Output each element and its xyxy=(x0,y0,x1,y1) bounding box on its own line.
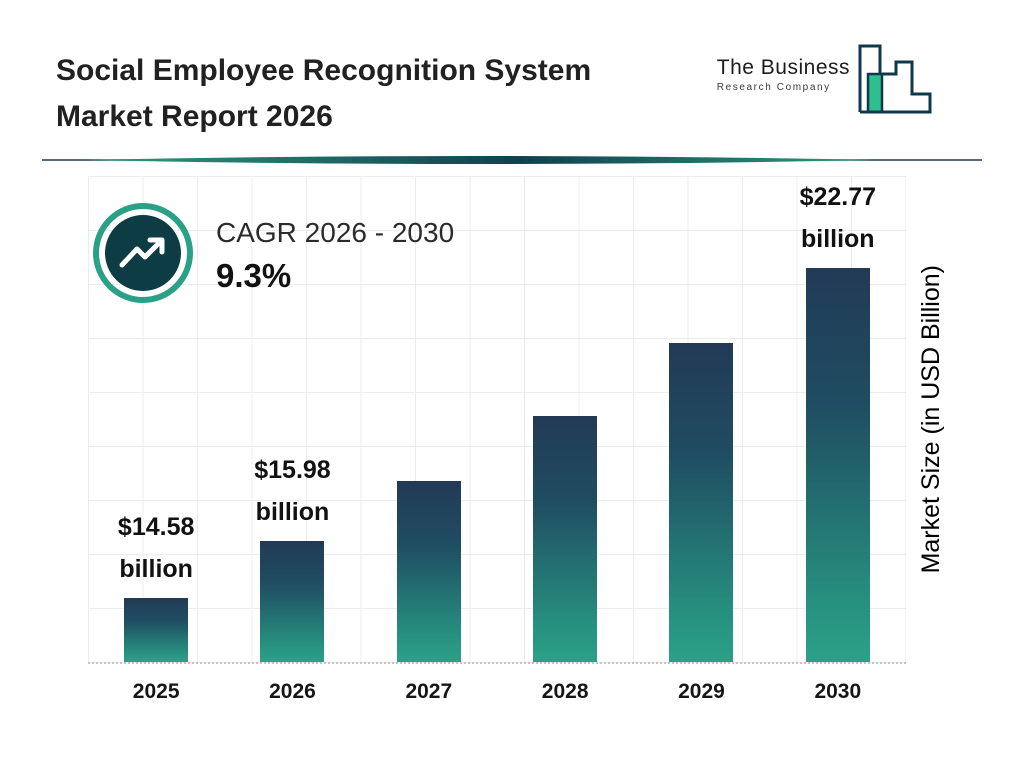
bar-column-2030: $22.77 billion xyxy=(770,176,906,662)
bar-value-label-2025: $14.58 billion xyxy=(117,512,195,583)
cagr-label: CAGR 2026 - 2030 xyxy=(216,216,455,248)
bar-column-2027 xyxy=(361,176,497,662)
x-axis-label-2026: 2026 xyxy=(269,680,316,703)
bar-2030 xyxy=(805,268,870,662)
x-axis-labels: 2025 2026 2027 2028 2029 2030 xyxy=(88,680,906,704)
x-axis-label-2029: 2029 xyxy=(678,680,725,703)
bar-2028 xyxy=(533,415,598,662)
bar-2029 xyxy=(669,343,734,662)
y-axis-label-text: Market Size (in USD Billion) xyxy=(916,264,945,574)
company-subname: Research Company xyxy=(716,82,831,93)
company-logo: The Business Research Company xyxy=(717,38,966,127)
divider xyxy=(0,152,1024,168)
bar-value-label-2030: $22.77 billion xyxy=(799,183,877,253)
bar-2027 xyxy=(396,481,461,662)
plot-area: $14.58 billion $15.98 billion $22.77 billion xyxy=(88,176,906,664)
bar-column-2025: $14.58 billion xyxy=(88,176,224,662)
x-axis-label-2025: 2025 xyxy=(132,680,180,703)
company-name: The Business xyxy=(716,56,850,79)
trending-up-icon xyxy=(92,202,194,309)
bar-column-2026: $15.98 billion xyxy=(224,176,360,662)
x-axis-label-2027: 2027 xyxy=(405,680,453,703)
cagr-block: CAGR 2026 - 2030 9.3% xyxy=(92,202,454,309)
cagr-value: 9.3% xyxy=(216,256,292,294)
bar-2025 xyxy=(124,597,189,662)
x-axis-label-2028: 2028 xyxy=(541,680,589,703)
bar-chart-logo-icon xyxy=(856,38,966,127)
cagr-text: CAGR 2026 - 2030 9.3% xyxy=(216,217,454,295)
page-title: Social Employee Recognition System Marke… xyxy=(56,48,696,140)
lens-shape xyxy=(84,156,876,164)
page-title-line1: Social Employee Recognition System xyxy=(56,54,592,87)
x-axis-label-2030: 2030 xyxy=(814,680,862,703)
page-title-line2: Market Report 2026 xyxy=(56,100,333,133)
bar-2026 xyxy=(260,541,325,662)
bar-value-label-2026: $15.98 billion xyxy=(254,456,331,527)
y-axis-label: Market Size (in USD Billion) xyxy=(908,176,954,662)
bar-column-2029 xyxy=(633,176,769,662)
bar-column-2028 xyxy=(497,176,633,662)
company-logo-text: The Business Research Company xyxy=(717,56,850,93)
